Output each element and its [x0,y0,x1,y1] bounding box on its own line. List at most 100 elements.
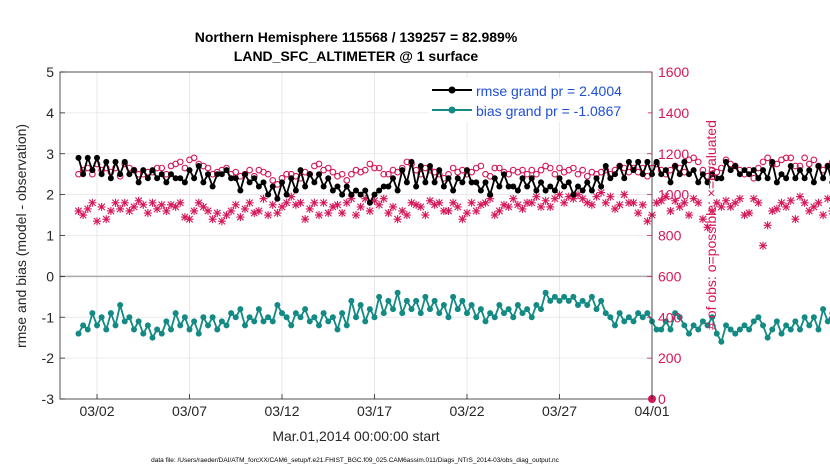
obs-evaluated-point [791,215,800,224]
obs-evaluated-point [615,200,624,209]
bias-point [625,314,632,321]
rmse-point [575,183,581,190]
rmse-series [75,154,830,206]
bias-point [251,318,258,325]
obs-possible-point [570,164,577,172]
obs-evaluated-point [685,211,693,220]
rmse-point [103,158,110,165]
bias-point [727,326,734,333]
obs-evaluated-point [416,202,425,211]
bias-point [311,314,318,321]
rmse-point [459,179,466,186]
rmse-point [773,179,780,186]
bias-point [228,310,235,317]
obs-evaluated-point [217,217,226,226]
obs-evaluated-point [620,190,629,199]
obs-evaluated-point [823,194,830,203]
rmse-point [316,171,322,178]
rmse-point [144,175,151,182]
rmse-point [265,191,272,198]
rmse-point [820,175,827,182]
obs-evaluated-point [79,211,88,220]
rmse-point [343,183,350,190]
bias-point [260,318,267,325]
rmse-point [366,199,373,206]
obs-evaluated-point [652,198,661,207]
obs-evaluated-point [754,198,763,207]
rmse-point [279,179,285,186]
bias-point [394,289,401,296]
y-left-tick-label: 4 [46,105,54,121]
obs-evaluated-point [356,202,365,211]
y-right-tick-label: 1400 [658,105,689,121]
x-tick-label: 03/12 [264,403,299,419]
obs-evaluated-point [199,202,208,211]
obs-possible-point [528,166,536,174]
obs-evaluated-point [315,211,323,220]
y-left-tick-label: 0 [46,268,54,284]
rmse-point [311,179,318,186]
bias-point [297,314,304,321]
rmse-point [422,179,429,186]
bias-point [815,326,822,333]
bias-point [602,310,609,317]
obs-evaluated-point [796,192,804,201]
bias-point [755,314,762,321]
bias-point [399,310,406,317]
obs-evaluated-point [689,194,698,203]
bias-point [283,314,290,321]
rmse-point [191,175,198,182]
bias-point [255,306,262,313]
legend-bias-label: bias grand pr = -1.0867 [476,103,621,119]
bias-point [158,330,165,337]
obs-evaluated-point [254,206,263,215]
obs-possible-point [329,168,337,176]
y-axis-right-label: # of obs: o=possible; ×=evaluated [703,120,719,330]
bias-point [704,322,711,329]
rmse-point [482,179,489,186]
rmse-point [797,167,803,174]
obs-evaluated-point [143,209,152,218]
rmse-point [723,158,729,165]
bias-point [422,293,429,300]
obs-evaluated-point [481,198,490,207]
rmse-point [764,175,771,182]
rmse-point [653,158,660,165]
bias-point [445,314,452,321]
bias-point [561,293,568,300]
rmse-point [491,175,498,182]
obs-evaluated-point [208,215,217,224]
rmse-point [283,191,290,198]
bias-point [269,318,276,325]
x-tick-label: 03/17 [357,403,392,419]
obs-evaluated-point [759,241,767,250]
rmse-point [399,167,406,174]
bias-point [417,310,424,317]
bias-point [662,318,669,325]
bias-point [598,297,605,304]
bias-point [403,297,410,304]
y-right-tick-label: 1200 [658,146,689,162]
bias-point [191,318,198,325]
rmse-point [126,171,133,178]
bias-point [746,326,753,333]
obs-evaluated-point [176,198,185,207]
y-axis-right-ticks: 0 200 400 600 800 1000 1200 1400 1600 [647,64,689,407]
bias-point [477,306,484,313]
rmse-point [625,158,632,165]
bias-point [98,314,105,321]
bias-point [209,314,216,321]
obs-evaluated-point [717,202,726,211]
bias-point [695,326,702,333]
obs-evaluated-point [634,209,643,218]
obs-evaluated-point [578,194,587,203]
rmse-point [505,183,512,190]
rmse-point [644,158,651,165]
obs-evaluated-point [398,206,407,215]
y-axis-left-ticks: -3 -2 -1 0 1 2 3 4 5 [42,64,65,407]
plot-area: 03/02 03/07 03/12 03/17 03/22 03/27 04/01 -3 -2… [42,64,830,419]
obs-possible-point [574,170,582,178]
obs-possible-point [366,160,374,168]
obs-evaluated-point [190,206,199,215]
rmse-point [320,183,327,190]
